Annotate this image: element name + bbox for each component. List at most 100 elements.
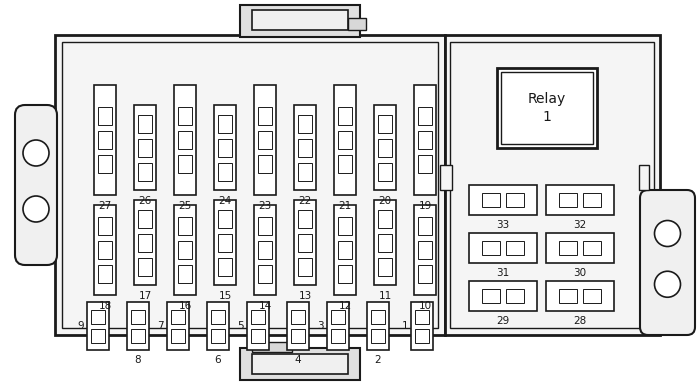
Bar bbox=[174, 85, 196, 195]
Text: 29: 29 bbox=[496, 316, 510, 326]
Bar bbox=[338, 241, 352, 259]
Bar bbox=[214, 105, 236, 190]
Bar bbox=[298, 163, 312, 180]
Text: 27: 27 bbox=[99, 201, 111, 211]
Bar bbox=[98, 241, 112, 259]
Bar bbox=[506, 193, 524, 207]
Bar bbox=[334, 85, 356, 195]
Bar bbox=[583, 241, 601, 255]
Bar bbox=[298, 234, 312, 251]
Bar bbox=[418, 155, 432, 173]
Bar bbox=[138, 258, 152, 275]
Bar bbox=[559, 241, 577, 255]
Bar bbox=[546, 281, 614, 311]
Bar bbox=[469, 281, 537, 311]
Bar bbox=[374, 105, 396, 190]
Text: 11: 11 bbox=[379, 291, 391, 301]
Bar bbox=[371, 310, 385, 324]
Text: 7: 7 bbox=[158, 321, 164, 331]
Bar bbox=[167, 302, 189, 350]
Text: 18: 18 bbox=[99, 301, 111, 311]
Bar bbox=[378, 114, 392, 132]
Bar bbox=[98, 131, 112, 149]
Bar bbox=[62, 42, 438, 328]
Text: 30: 30 bbox=[573, 268, 587, 278]
Circle shape bbox=[23, 140, 49, 166]
Bar bbox=[87, 302, 109, 350]
Text: 3: 3 bbox=[317, 321, 324, 331]
Bar bbox=[178, 131, 192, 149]
Text: 23: 23 bbox=[258, 201, 272, 211]
FancyBboxPatch shape bbox=[15, 105, 57, 265]
Text: 1: 1 bbox=[401, 321, 408, 331]
Bar bbox=[291, 329, 305, 343]
Bar bbox=[178, 155, 192, 173]
Bar bbox=[131, 310, 145, 324]
Bar bbox=[218, 114, 232, 132]
Bar bbox=[91, 310, 105, 324]
Bar bbox=[371, 329, 385, 343]
Text: 21: 21 bbox=[338, 201, 351, 211]
Bar bbox=[334, 205, 356, 295]
Bar bbox=[501, 72, 593, 144]
Text: 12: 12 bbox=[338, 301, 351, 311]
Bar bbox=[251, 310, 265, 324]
Text: 20: 20 bbox=[379, 196, 391, 206]
Bar bbox=[298, 258, 312, 275]
Bar bbox=[418, 265, 432, 283]
Bar bbox=[378, 163, 392, 180]
Bar bbox=[258, 155, 272, 173]
Bar bbox=[218, 258, 232, 275]
Bar bbox=[258, 131, 272, 149]
Bar bbox=[258, 217, 272, 235]
Bar bbox=[171, 310, 185, 324]
Bar bbox=[506, 241, 524, 255]
Text: 19: 19 bbox=[419, 201, 432, 211]
Text: 25: 25 bbox=[178, 201, 192, 211]
Bar bbox=[639, 165, 649, 190]
Bar bbox=[506, 289, 524, 303]
Bar bbox=[214, 200, 236, 285]
Bar bbox=[546, 185, 614, 215]
Bar bbox=[258, 241, 272, 259]
Bar bbox=[138, 139, 152, 156]
Bar bbox=[294, 105, 316, 190]
Bar bbox=[98, 107, 112, 125]
Bar bbox=[378, 258, 392, 275]
Bar bbox=[469, 233, 537, 263]
Bar bbox=[378, 234, 392, 251]
Circle shape bbox=[23, 196, 49, 222]
Bar bbox=[218, 163, 232, 180]
Text: 5: 5 bbox=[237, 321, 244, 331]
Bar bbox=[298, 139, 312, 156]
Bar bbox=[378, 139, 392, 156]
Bar bbox=[583, 289, 601, 303]
Bar bbox=[218, 210, 232, 227]
Bar bbox=[450, 42, 654, 328]
Bar bbox=[138, 163, 152, 180]
Bar bbox=[374, 200, 396, 285]
Text: 8: 8 bbox=[134, 355, 141, 365]
Bar bbox=[178, 107, 192, 125]
Bar bbox=[348, 18, 366, 30]
Circle shape bbox=[654, 220, 680, 246]
Bar bbox=[94, 205, 116, 295]
Bar bbox=[338, 265, 352, 283]
Text: 22: 22 bbox=[298, 196, 312, 206]
Bar bbox=[338, 131, 352, 149]
Text: 24: 24 bbox=[218, 196, 232, 206]
Bar bbox=[411, 302, 433, 350]
Bar bbox=[418, 131, 432, 149]
Bar bbox=[218, 139, 232, 156]
Bar bbox=[298, 114, 312, 132]
Bar bbox=[367, 302, 389, 350]
Bar bbox=[469, 185, 537, 215]
Bar bbox=[338, 107, 352, 125]
Bar bbox=[94, 85, 116, 195]
Bar bbox=[418, 241, 432, 259]
Bar bbox=[583, 193, 601, 207]
Bar bbox=[138, 114, 152, 132]
Bar bbox=[338, 217, 352, 235]
Bar bbox=[55, 35, 445, 335]
Text: 10: 10 bbox=[419, 301, 432, 311]
